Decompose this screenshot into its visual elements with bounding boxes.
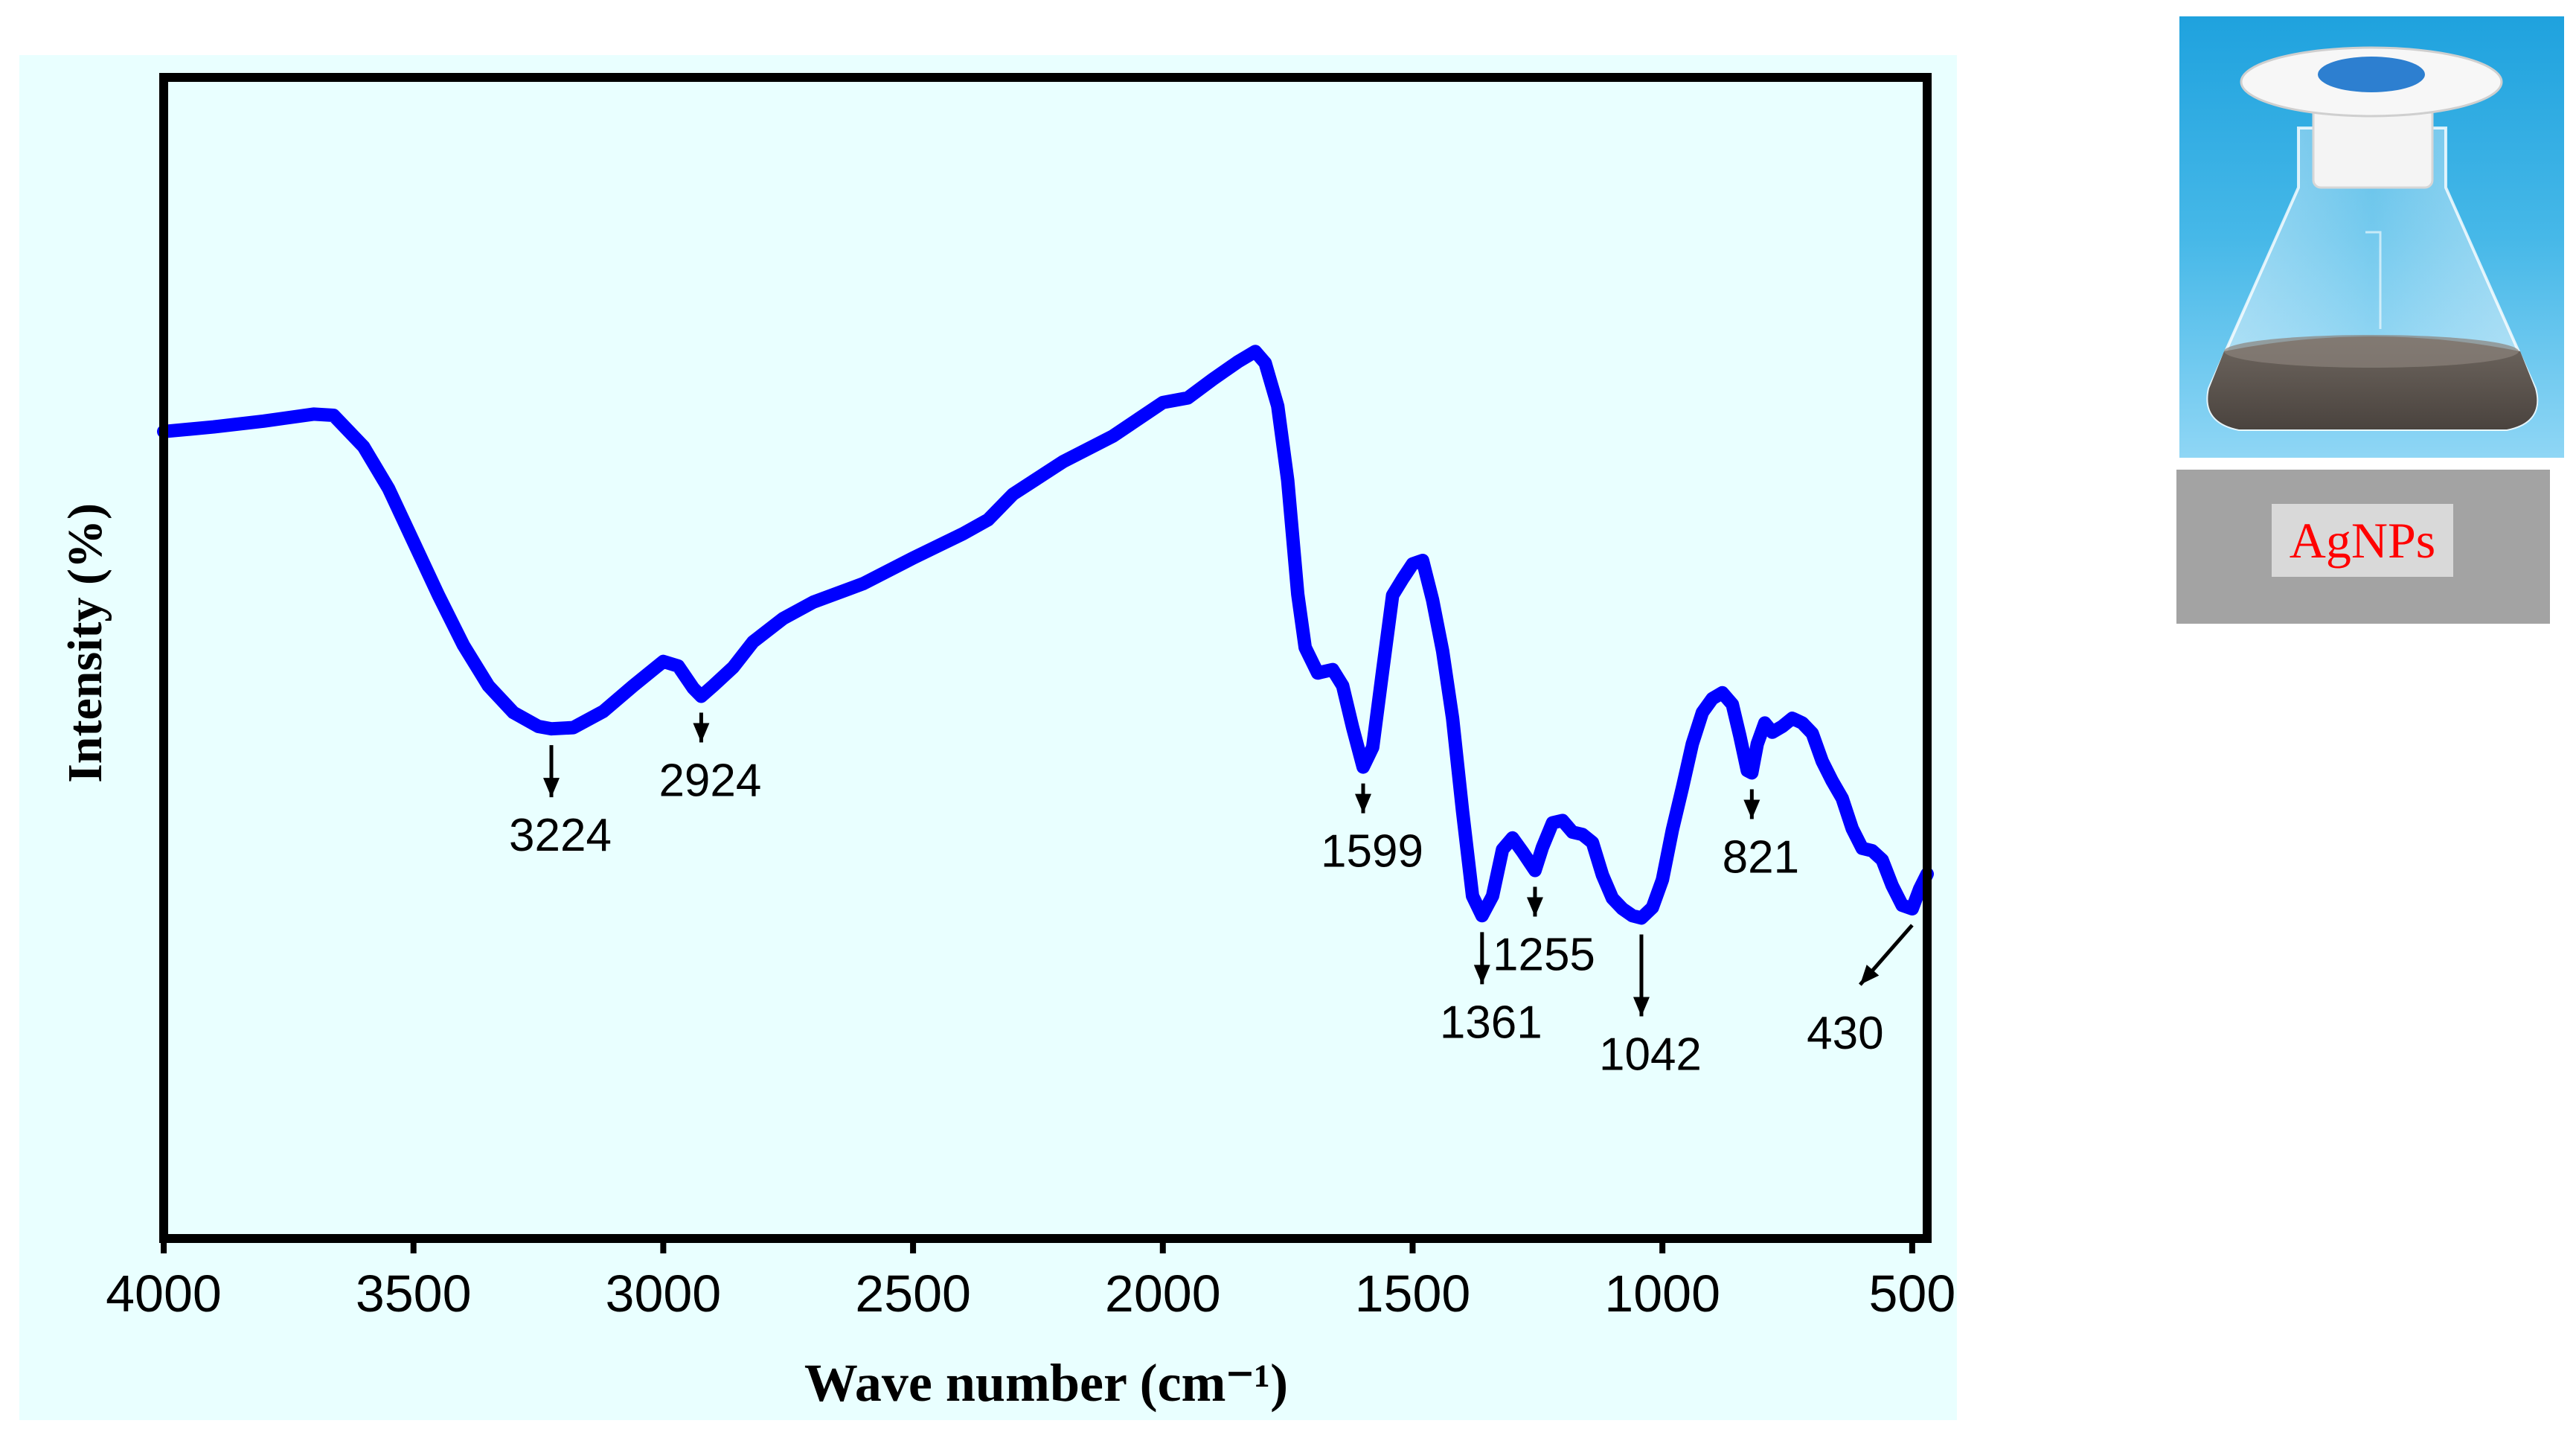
peak-label: 1599: [1321, 826, 1423, 878]
annotation-arrowhead: [542, 778, 560, 798]
x-tick-label: 500: [1868, 1265, 1955, 1323]
x-axis-label: Wave number (cm⁻¹): [804, 1353, 1288, 1413]
annotation-arrowhead: [1859, 965, 1880, 985]
annotation-arrowhead: [1743, 799, 1760, 819]
x-tick-label: 1000: [1604, 1265, 1720, 1323]
ftir-chart-panel: 4000 3500 3000 2500 2000 1500 1000 500 3224 2924…: [19, 55, 1957, 1420]
peak-label: 1042: [1599, 1029, 1702, 1080]
annotation-arrowhead: [1526, 897, 1543, 917]
annotation-arrowhead: [1473, 965, 1490, 985]
ftir-chart: 4000 3500 3000 2500 2000 1500 1000 500 3224 2924…: [19, 55, 1957, 1420]
x-tick-label: 2000: [1105, 1265, 1221, 1323]
peak-label: 430: [1807, 1008, 1883, 1059]
y-axis-label: Intensity (%): [58, 503, 112, 783]
annotation-arrowhead: [693, 723, 710, 743]
peak-label: 1255: [1493, 929, 1595, 980]
x-tick-label: 2500: [855, 1265, 971, 1323]
peak-label: 1361: [1440, 997, 1542, 1048]
sample-label: AgNPs: [2272, 504, 2453, 577]
annotation-arrowhead: [1633, 997, 1650, 1017]
plot-frame: [159, 73, 1932, 1243]
plot-background: [19, 55, 1957, 1420]
flask-photo: [2179, 16, 2564, 458]
peak-label: 2924: [659, 755, 761, 806]
x-tick-label: 3500: [356, 1265, 472, 1323]
sample-label-box: AgNPs: [2176, 470, 2552, 626]
data-layer: [157, 345, 1934, 925]
x-tick-label: 4000: [106, 1265, 222, 1323]
x-tick-label: 1500: [1355, 1265, 1471, 1323]
ftir-spectrum-line: [157, 345, 1934, 925]
x-axis-ticks: 4000 3500 3000 2500 2000 1500 1000 500: [106, 1239, 1955, 1323]
x-tick-label: 3000: [606, 1265, 722, 1323]
peak-label: 3224: [509, 810, 612, 861]
annotation-arrowhead: [1355, 793, 1372, 814]
peak-label: 821: [1723, 831, 1799, 883]
